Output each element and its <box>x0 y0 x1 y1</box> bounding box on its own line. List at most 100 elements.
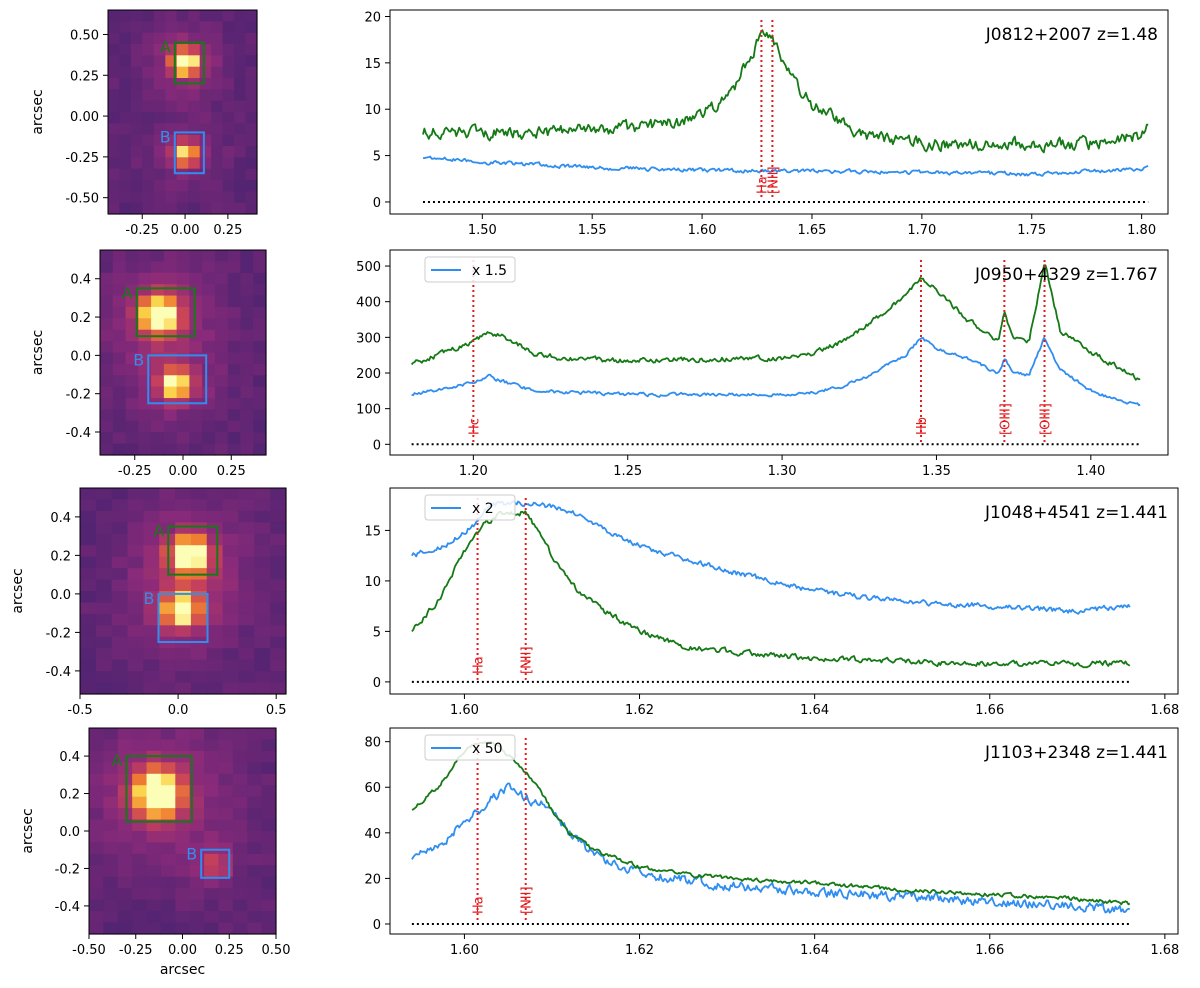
image-pixel <box>227 363 242 376</box>
image-pixel <box>190 648 208 661</box>
image-pixel <box>103 808 119 821</box>
image-pixel <box>232 762 248 775</box>
image-pixel <box>232 922 248 935</box>
image-pixel <box>222 21 235 34</box>
image-pixel <box>132 899 148 912</box>
image-pixel <box>160 728 176 741</box>
image-pixel <box>160 876 176 889</box>
image-pixel <box>165 180 178 192</box>
image-pixel <box>245 78 258 90</box>
image-pixel <box>127 533 144 546</box>
image-pixel <box>119 55 132 68</box>
image-pixel <box>117 739 133 752</box>
image-pixel <box>100 306 114 319</box>
image-pixel <box>254 522 271 535</box>
image-pixel <box>199 10 212 22</box>
image-pixel <box>138 432 152 445</box>
image-pixel <box>218 842 234 855</box>
image-pixel <box>261 808 277 821</box>
image-pixel <box>165 44 178 56</box>
image-pixel <box>175 762 191 775</box>
image-pixel <box>130 123 143 136</box>
image-pixel <box>176 295 190 308</box>
plot-area <box>411 738 1131 925</box>
image-pixel <box>119 146 132 158</box>
image-pixel <box>100 341 114 354</box>
image-pixel <box>222 591 240 604</box>
image-pixel <box>188 89 201 102</box>
x-tick-label: 1.68 <box>1150 703 1179 718</box>
image-pixel <box>89 922 104 935</box>
image-pixel <box>159 488 176 501</box>
x-tick-label: 1.65 <box>797 223 826 238</box>
image-pixel <box>245 112 258 124</box>
image-pixel <box>151 386 165 399</box>
image-pixel <box>143 648 160 661</box>
image-pixel <box>199 191 212 204</box>
image-pixel <box>146 865 162 878</box>
image-pixel <box>189 796 205 809</box>
image-pixel <box>89 728 104 741</box>
image-pixel <box>153 100 166 113</box>
image-pixel <box>153 191 166 204</box>
image-pixel <box>80 556 97 569</box>
image-pixel <box>270 556 287 569</box>
image-pixel <box>222 522 240 535</box>
image-pixel <box>247 899 263 912</box>
image-pixel <box>222 202 235 215</box>
image-pixel <box>95 522 113 535</box>
image-pixel <box>240 375 254 388</box>
plot-area <box>410 260 1141 446</box>
image-pixel <box>160 796 176 809</box>
image-pixel <box>176 168 189 181</box>
image-pixel <box>176 341 190 354</box>
image-pixel <box>238 625 255 638</box>
image-pixel <box>125 295 139 308</box>
image-pixel <box>132 739 148 752</box>
image-pixel <box>234 89 247 102</box>
image-pixel <box>175 671 192 684</box>
image-pixel <box>199 168 212 181</box>
image-pixel <box>80 568 97 581</box>
image-pixel <box>112 363 127 376</box>
image-pixel <box>189 443 203 456</box>
image-pixel <box>119 66 132 79</box>
image-pixel <box>222 157 235 170</box>
spectrum-series-a <box>411 741 1131 906</box>
image-pixel <box>151 341 165 354</box>
image-pixel <box>142 112 155 124</box>
image-pixel <box>245 157 258 170</box>
image-pixel <box>130 191 143 204</box>
image-pixel <box>227 420 242 433</box>
image-pixel <box>245 10 258 22</box>
image-pixel <box>188 191 201 204</box>
image-pixel <box>127 591 144 604</box>
image-pixel <box>214 432 229 445</box>
image-pixel <box>127 545 144 558</box>
image-pixel <box>108 123 121 136</box>
image-pixel <box>227 352 242 365</box>
image-pixel <box>160 762 176 775</box>
image-pixel <box>254 591 271 604</box>
x-tick-label: 1.50 <box>468 223 497 238</box>
x-tick-label: 1.30 <box>768 464 797 479</box>
image-pixel <box>253 318 267 331</box>
image-pixel <box>175 888 191 901</box>
image-pixel <box>240 329 254 342</box>
y-tick-label: 200 <box>356 367 381 382</box>
image-pixel <box>132 796 148 809</box>
image-pixel <box>117 922 133 935</box>
image-pixel <box>270 625 287 638</box>
image-pixel <box>189 341 203 354</box>
image-pixel <box>112 375 127 388</box>
image-pixel <box>199 202 212 215</box>
image-pixel <box>222 100 235 113</box>
image-pixel <box>190 533 208 546</box>
image-pixel <box>202 284 216 297</box>
image-pixel <box>270 636 287 649</box>
image-heatmap <box>108 10 258 215</box>
image-panel-1: A B -0.25 0.00 0.25 -0.50 -0.25 0.00 0.25 0.50 arc… <box>30 9 258 238</box>
image-pixel <box>270 648 287 661</box>
image-pixel <box>188 55 201 68</box>
image-pixel <box>160 773 176 786</box>
